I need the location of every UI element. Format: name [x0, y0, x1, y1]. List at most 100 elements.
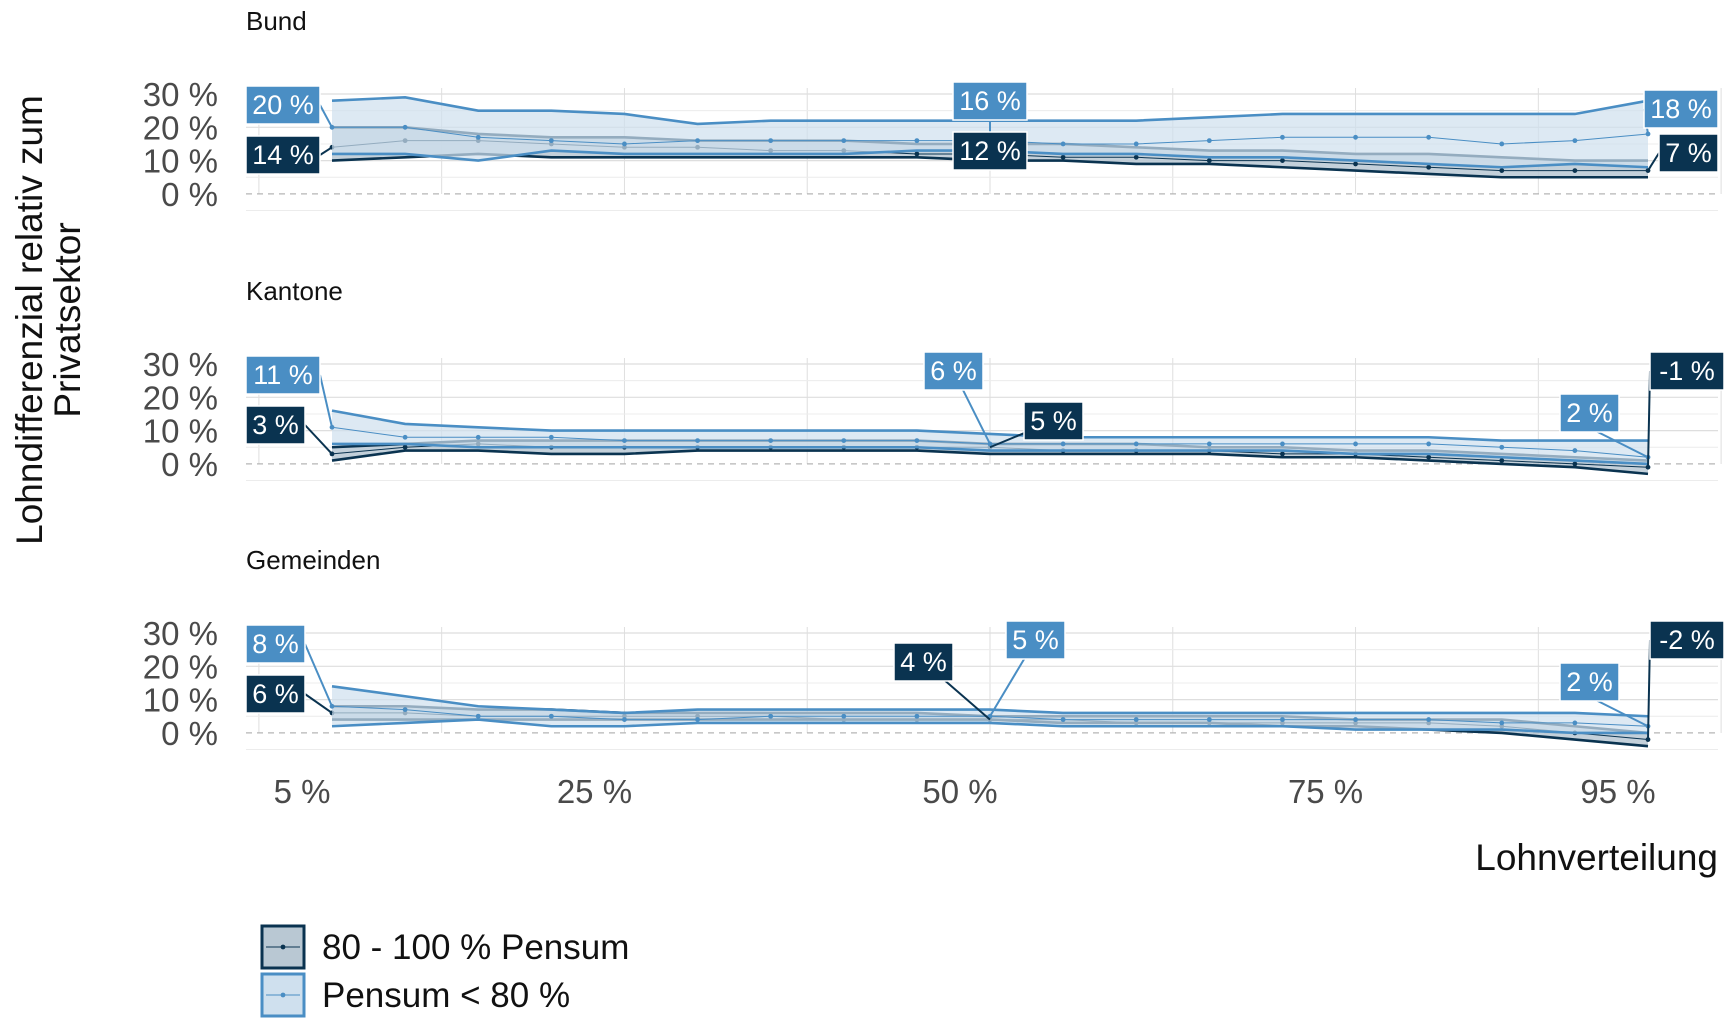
lower-bound-line: [331, 718, 1648, 735]
data-point: [1060, 141, 1066, 147]
data-point: [475, 134, 481, 140]
legend-label-part: Pensum < 80 %: [322, 976, 570, 1015]
data-point: [914, 138, 920, 144]
value-label-part: 2 %: [1559, 662, 1649, 728]
panel-title: Bund: [246, 6, 307, 36]
label-text: 5 %: [1030, 406, 1077, 436]
data-point: [695, 717, 700, 722]
data-point: [1133, 441, 1139, 447]
data-point: [402, 707, 408, 712]
label-box: [245, 85, 321, 125]
label-box: [245, 355, 321, 395]
data-point: [1426, 441, 1432, 447]
value-label-part: 18 %: [1643, 89, 1719, 135]
panel-title: Kantone: [246, 276, 343, 306]
data-point: [1133, 141, 1139, 147]
value-label-full: -2 %: [1647, 620, 1725, 740]
data-point: [1499, 720, 1505, 726]
label-leader: [304, 643, 333, 707]
data-point: [841, 713, 847, 719]
data-point: [914, 151, 920, 157]
data-point: [914, 438, 920, 443]
lower-bound-line: [331, 449, 1649, 476]
value-label-part: 8 %: [245, 624, 333, 707]
label-box: [1559, 393, 1620, 433]
label-text: 16 %: [959, 86, 1021, 116]
data-point: [402, 434, 408, 440]
label-text: 20 %: [252, 90, 314, 120]
data-point: [768, 713, 774, 719]
label-box: [245, 674, 306, 714]
value-label-full: 6 %: [245, 674, 333, 714]
data-point: [695, 438, 700, 443]
data-point: [1499, 458, 1505, 463]
label-box: [245, 624, 306, 664]
data-point: [1426, 164, 1432, 170]
ci-band-part: [332, 410, 1648, 464]
y-tick-label: 30 %: [143, 346, 218, 383]
data-point: [622, 717, 627, 722]
legend: 80 - 100 % Pensum Pensum < 80 %: [260, 924, 629, 1018]
label-box: [1005, 620, 1066, 660]
data-point: [768, 438, 774, 443]
y-tick-label: 10 %: [143, 143, 218, 180]
upper-bound-line: [331, 684, 1649, 718]
label-box: [1559, 662, 1620, 702]
data-point: [1206, 138, 1212, 144]
label-box: [923, 351, 984, 391]
data-point: [768, 138, 774, 144]
value-label-full: 14 %: [245, 135, 333, 175]
data-point: [1572, 461, 1578, 467]
label-text: 6 %: [252, 679, 299, 709]
data-point: [1060, 441, 1066, 447]
label-box: [1643, 89, 1719, 129]
data-point: [1353, 717, 1358, 722]
y-tick-label: 0 %: [161, 715, 218, 752]
label-box: [245, 405, 306, 445]
value-label-full: 3 %: [245, 405, 333, 455]
label-text: 4 %: [900, 647, 947, 677]
data-point: [1572, 448, 1578, 453]
label-leader: [304, 693, 333, 714]
data-point: [1280, 451, 1285, 457]
label-text: 11 %: [253, 360, 313, 390]
label-text: -2 %: [1659, 625, 1715, 655]
y-tick-label: 10 %: [143, 413, 218, 450]
value-label-full: 12 %: [952, 131, 1028, 171]
data-point: [1572, 138, 1578, 144]
data-point: [1426, 454, 1432, 460]
data-point: [841, 138, 847, 144]
label-box: [952, 131, 1028, 171]
data-point: [548, 713, 554, 719]
data-point: [1280, 134, 1285, 140]
data-point: [1133, 154, 1139, 160]
data-point: [1572, 720, 1578, 726]
y-tick-label: 0 %: [161, 446, 218, 483]
label-box: [1658, 133, 1719, 173]
horizontal-gridlines: [246, 632, 1718, 751]
value-label-full: -1 %: [1647, 351, 1725, 468]
data-point: [1499, 168, 1505, 173]
data-point: [1280, 441, 1285, 447]
value-label-part: 20 %: [245, 85, 333, 128]
data-point: [1426, 717, 1432, 722]
label-text: -1 %: [1659, 356, 1715, 386]
x-tick-label: 5 %: [274, 773, 331, 810]
label-text: 6 %: [930, 356, 977, 386]
data-point: [1353, 161, 1358, 167]
legend-point-part: [280, 992, 286, 998]
legend-point-full: [280, 944, 286, 950]
panel-gemeinden: Gemeinden 0 %10 %20 %30 % 8 % 6 % 4 % 5 % 2 % -…: [143, 545, 1725, 752]
label-text: 7 %: [1665, 138, 1712, 168]
label-text: 12 %: [959, 136, 1021, 166]
label-box: [1023, 401, 1084, 441]
label-leader: [304, 424, 333, 455]
label-text: 5 %: [1012, 625, 1059, 655]
data-point: [1353, 441, 1358, 447]
x-tick-label: 50 %: [922, 773, 997, 810]
y-tick-label: 0 %: [161, 176, 218, 213]
data-point: [1206, 441, 1212, 447]
x-axis-title: Lohnverteilung: [1475, 837, 1718, 878]
data-point: [841, 438, 847, 443]
